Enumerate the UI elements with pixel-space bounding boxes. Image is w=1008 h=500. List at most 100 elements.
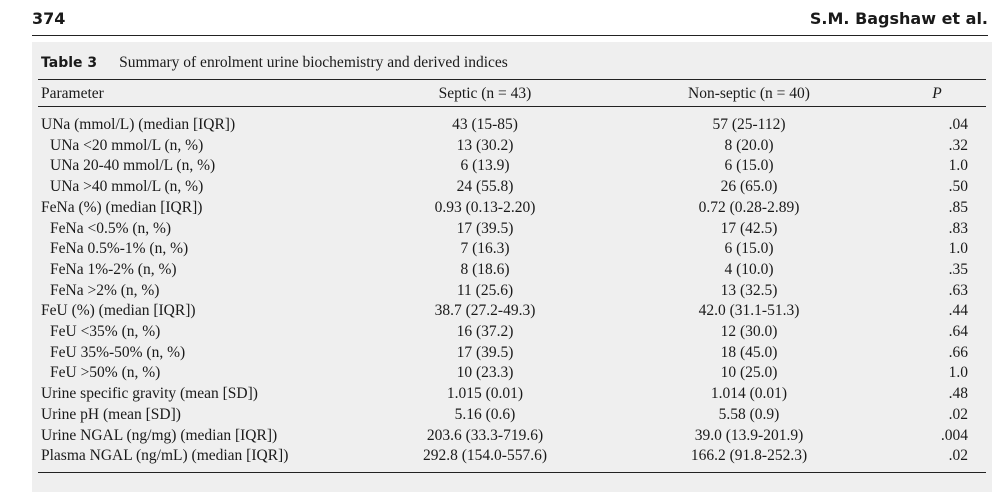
table-row: FeNa 0.5%-1% (n, %) 7 (16.3) 6 (15.0) 1.0 — [32, 240, 992, 261]
parameter-cell: FeNa 0.5%-1% (n, %) — [50, 240, 189, 258]
nonseptic-cell: 4 (10.0) — [724, 260, 774, 278]
p-value-cell: .50 — [948, 178, 968, 196]
table-row: UNa (mmol/L) (median [IQR]) 43 (15-85) 57 … — [32, 116, 992, 137]
table-label: Table 3 — [41, 55, 98, 71]
parameter-cell: UNa <20 mmol/L (n, %) — [50, 136, 204, 154]
parameter-cell: FeU <35% (n, %) — [50, 323, 161, 340]
parameter-cell: Urine specific gravity (mean [SD]) — [41, 385, 258, 403]
table-row: UNa <20 mmol/L (n, %) 13 (30.2) 8 (20.0) .3… — [32, 137, 992, 158]
p-value-cell: .02 — [948, 405, 968, 423]
parameter-cell: FeNa (%) (median [IQR]) — [41, 198, 203, 216]
table-title: Summary of enrolment urine biochemistry … — [119, 54, 508, 71]
septic-cell: 292.8 (154.0-557.6) — [423, 447, 547, 465]
p-value-cell: .66 — [948, 343, 968, 361]
parameter-cell: FeNa <0.5% (n, %) — [50, 219, 172, 237]
nonseptic-cell: 8 (20.0) — [724, 136, 774, 154]
nonseptic-cell: 12 (30.0) — [720, 323, 778, 340]
septic-cell: 10 (23.3) — [456, 364, 514, 382]
nonseptic-cell: 5.58 (0.9) — [718, 405, 780, 423]
header-septic: Septic (n = 43) — [438, 85, 532, 102]
nonseptic-cell: 10 (25.0) — [720, 364, 778, 382]
nonseptic-cell: 13 (32.5) — [720, 281, 778, 299]
septic-cell: 7 (16.3) — [460, 240, 510, 258]
septic-cell: 17 (39.5) — [456, 343, 514, 361]
table-caption: Table 3 Summary of enrolment urine bioche… — [41, 54, 508, 72]
septic-cell: 1.015 (0.01) — [446, 385, 524, 403]
table-row: Urine pH (mean [SD]) 5.16 (0.6) 5.58 (0.9)… — [32, 406, 992, 427]
table-row: FeU 35%-50% (n, %) 17 (39.5) 18 (45.0) .66 — [32, 344, 992, 365]
header-parameter: Parameter — [41, 85, 104, 102]
p-value-cell: .64 — [948, 323, 968, 340]
nonseptic-cell: 1.014 (0.01) — [710, 385, 788, 403]
parameter-cell: Urine NGAL (ng/mg) (median [IQR]) — [41, 426, 278, 444]
table-row: FeNa (%) (median [IQR]) 0.93 (0.13-2.20) 0… — [32, 199, 992, 220]
septic-cell: 43 (15-85) — [452, 116, 518, 133]
table-row: FeNa >2% (n, %) 11 (25.6) 13 (32.5) .63 — [32, 282, 992, 303]
header-divider — [32, 35, 988, 36]
septic-cell: 8 (18.6) — [460, 260, 510, 278]
nonseptic-cell: 39.0 (13.9-201.9) — [694, 426, 804, 444]
running-head-authors: S.M. Bagshaw et al. — [809, 9, 988, 28]
septic-cell: 17 (39.5) — [456, 219, 514, 237]
septic-cell: 38.7 (27.2-49.3) — [434, 302, 536, 320]
parameter-cell: FeU (%) (median [IQR]) — [41, 302, 196, 320]
table-3: Table 3 Summary of enrolment urine bioche… — [32, 42, 992, 492]
nonseptic-cell: 57 (25-112) — [712, 116, 786, 133]
septic-cell: 11 (25.6) — [456, 281, 514, 299]
table-row: UNa >40 mmol/L (n, %) 24 (55.8) 26 (65.0).… — [32, 178, 992, 199]
page-number: 374 — [32, 9, 66, 28]
septic-cell: 16 (37.2) — [456, 323, 514, 340]
nonseptic-cell: 6 (15.0) — [724, 240, 774, 258]
p-value-cell: .35 — [948, 260, 968, 278]
p-value-cell: .63 — [948, 281, 968, 299]
nonseptic-cell: 17 (42.5) — [720, 219, 778, 237]
nonseptic-cell: 26 (65.0) — [720, 178, 778, 196]
parameter-cell: UNa (mmol/L) (median [IQR]) — [41, 116, 236, 133]
septic-cell: 5.16 (0.6) — [454, 405, 516, 423]
p-value-cell: 1.0 — [948, 157, 968, 175]
parameter-cell: UNa >40 mmol/L (n, %) — [50, 178, 204, 196]
p-value-cell: .48 — [948, 385, 968, 403]
nonseptic-cell: 6 (15.0) — [724, 157, 774, 175]
septic-cell: 203.6 (33.3-719.6) — [426, 426, 544, 444]
table-row: FeNa <0.5% (n, %) 17 (39.5) 17 (42.5) .83 — [32, 220, 992, 241]
parameter-cell: FeNa >2% (n, %) — [50, 281, 160, 299]
nonseptic-cell: 0.72 (0.28-2.89) — [698, 198, 800, 216]
table-header-row: Parameter Septic (n = 43) Non-septic (n … — [32, 85, 992, 105]
table-row: FeNa 1%-2% (n, %) 8 (18.6) 4 (10.0) .35 — [32, 261, 992, 282]
septic-cell: 24 (55.8) — [456, 178, 514, 196]
p-value-cell: 1.0 — [948, 364, 968, 382]
parameter-cell: UNa 20-40 mmol/L (n, %) — [50, 157, 216, 175]
septic-cell: 6 (13.9) — [460, 157, 510, 175]
table-row: Urine NGAL (ng/mg) (median [IQR]) 203.6 (… — [32, 427, 992, 448]
p-value-cell: .04 — [948, 116, 968, 133]
parameter-cell: FeNa 1%-2% (n, %) — [50, 260, 177, 278]
p-value-cell: .85 — [948, 198, 968, 216]
bottom-rule — [38, 472, 986, 473]
table-row: FeU >50% (n, %) 10 (23.3) 10 (25.0) 1.0 — [32, 364, 992, 385]
p-value-cell: 1.0 — [948, 240, 968, 258]
table-row: FeU <35% (n, %) 16 (37.2) 12 (30.0) .64 — [32, 323, 992, 344]
table-row: FeU (%) (median [IQR]) 38.7 (27.2-49.3) 42… — [32, 302, 992, 323]
p-value-cell: .83 — [948, 219, 968, 237]
p-value-cell: .44 — [948, 302, 968, 320]
parameter-cell: Plasma NGAL (ng/mL) (median [IQR]) — [41, 447, 289, 465]
header-nonseptic: Non-septic (n = 40) — [688, 85, 810, 102]
table-row: Urine specific gravity (mean [SD]) 1.015 … — [32, 385, 992, 406]
nonseptic-cell: 18 (45.0) — [720, 343, 778, 361]
table-row: UNa 20-40 mmol/L (n, %) 6 (13.9) 6 (15.0) 1… — [32, 157, 992, 178]
parameter-cell: FeU >50% (n, %) — [50, 364, 161, 382]
header-rule — [38, 106, 986, 107]
parameter-cell: Urine pH (mean [SD]) — [41, 405, 181, 423]
running-head: 374 S.M. Bagshaw et al. — [32, 6, 988, 30]
header-p: P — [932, 85, 942, 102]
septic-cell: 0.93 (0.13-2.20) — [434, 198, 536, 216]
table-row: Plasma NGAL (ng/mL) (median [IQR]) 292.8 … — [32, 447, 992, 468]
parameter-cell: FeU 35%-50% (n, %) — [50, 343, 186, 361]
nonseptic-cell: 42.0 (31.1-51.3) — [698, 302, 800, 320]
nonseptic-cell: 166.2 (91.8-252.3) — [690, 447, 808, 465]
p-value-cell: .02 — [948, 447, 968, 465]
septic-cell: 13 (30.2) — [456, 136, 514, 154]
top-rule — [38, 79, 986, 80]
p-value-cell: .004 — [940, 426, 968, 444]
